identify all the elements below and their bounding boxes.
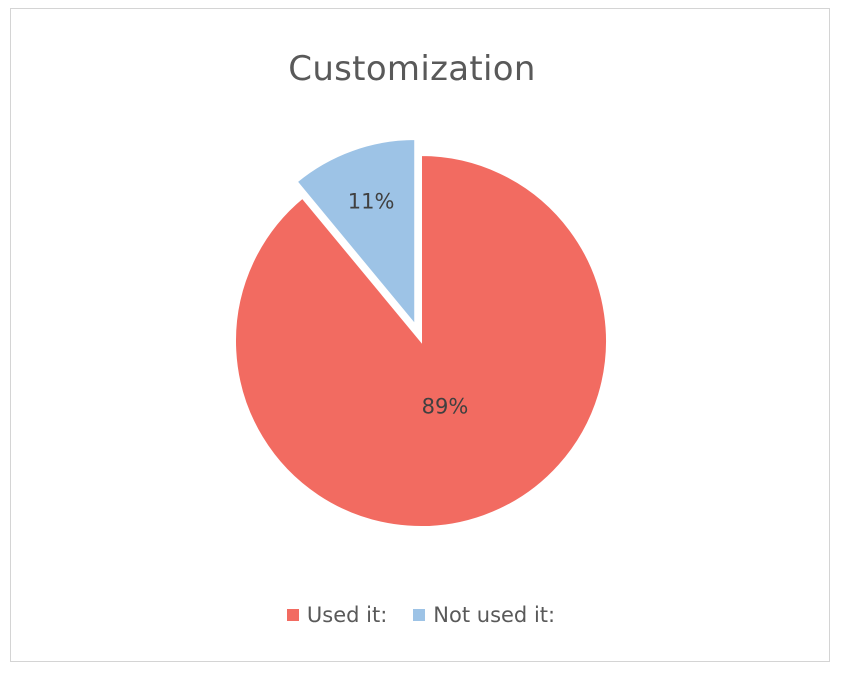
legend-swatch-not-used bbox=[413, 609, 426, 621]
pie-slice-used bbox=[234, 153, 608, 528]
legend-label-used: Used it: bbox=[306, 603, 388, 627]
legend-swatch-used bbox=[286, 609, 299, 621]
data-label-not-used: 11% bbox=[348, 190, 395, 214]
legend-item-not-used: Not used it: bbox=[413, 603, 555, 627]
legend-item-used: Used it: bbox=[286, 603, 388, 627]
legend: Used it: Not used it: bbox=[0, 603, 842, 627]
pie-slice-not-used bbox=[295, 138, 417, 328]
chart-title: Customization bbox=[288, 49, 536, 89]
legend-label-not-used: Not used it: bbox=[433, 603, 556, 627]
data-label-used: 89% bbox=[422, 395, 469, 419]
